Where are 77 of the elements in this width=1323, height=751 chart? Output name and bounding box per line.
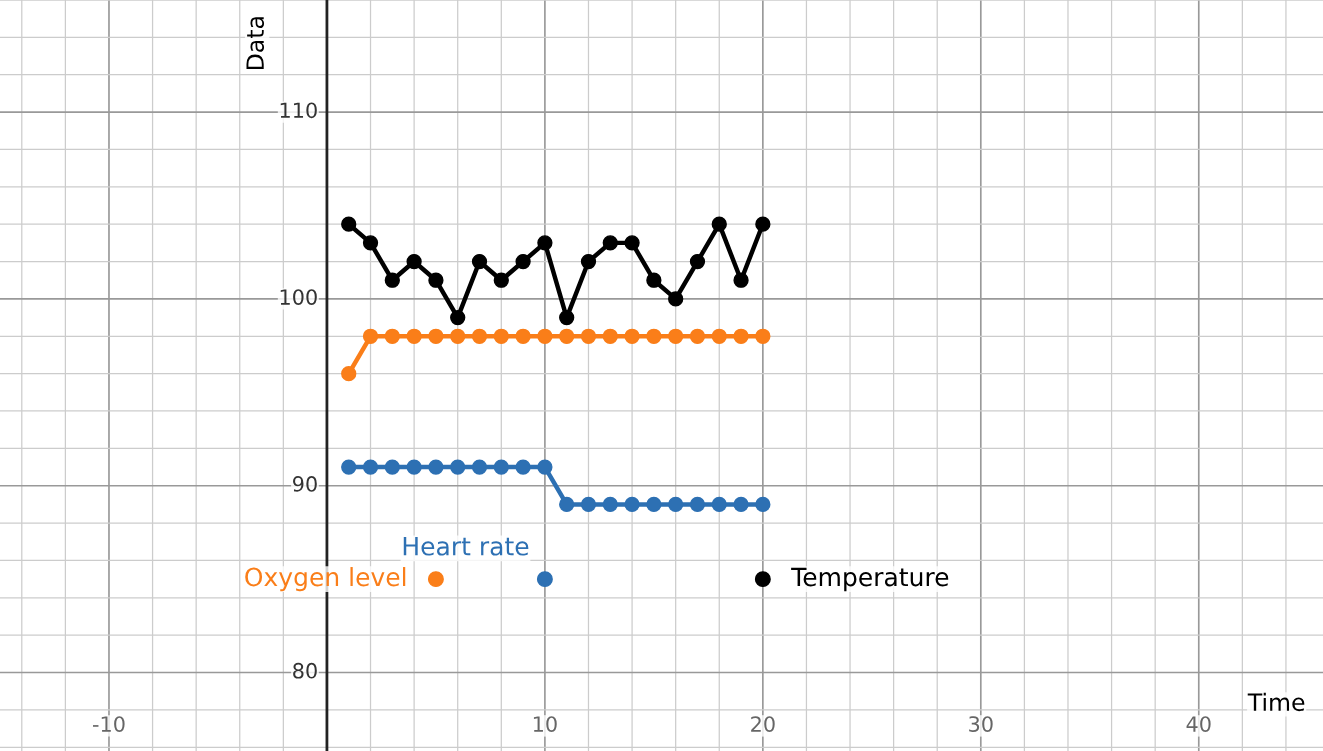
x-tick-label: 10 bbox=[533, 716, 557, 732]
series-label: Heart rate bbox=[403, 537, 529, 556]
point bbox=[362, 328, 379, 344]
point bbox=[733, 496, 749, 513]
point bbox=[406, 253, 422, 270]
point bbox=[755, 216, 771, 232]
point bbox=[493, 272, 509, 288]
point bbox=[384, 328, 400, 344]
point bbox=[646, 272, 662, 288]
y-tick-label: 110 bbox=[280, 102, 317, 119]
point bbox=[624, 235, 640, 251]
point bbox=[450, 459, 466, 475]
x-tick-label: -10 bbox=[92, 716, 125, 732]
point bbox=[711, 496, 727, 513]
point bbox=[362, 235, 379, 251]
point bbox=[427, 571, 444, 588]
point bbox=[471, 253, 488, 270]
point bbox=[668, 291, 684, 307]
point bbox=[471, 459, 488, 475]
y-tick-label: 80 bbox=[293, 662, 317, 679]
point bbox=[406, 328, 422, 344]
point bbox=[755, 328, 771, 344]
point bbox=[689, 253, 706, 270]
point bbox=[602, 235, 618, 251]
point bbox=[733, 328, 749, 344]
point bbox=[668, 328, 684, 344]
point bbox=[537, 328, 553, 344]
x-axis-title: Time bbox=[1247, 692, 1305, 712]
point bbox=[341, 216, 357, 232]
x-tick-label: 40 bbox=[1186, 716, 1211, 732]
point bbox=[537, 459, 553, 475]
point bbox=[559, 328, 575, 344]
point bbox=[668, 496, 684, 513]
point bbox=[493, 459, 509, 475]
point bbox=[754, 571, 771, 588]
point bbox=[733, 272, 749, 288]
point bbox=[450, 309, 466, 326]
point bbox=[515, 328, 531, 344]
point bbox=[536, 571, 553, 588]
point bbox=[384, 459, 400, 475]
point bbox=[624, 328, 640, 344]
point bbox=[559, 496, 575, 513]
point bbox=[493, 328, 509, 344]
y-tick-label: 90 bbox=[293, 476, 317, 492]
point bbox=[537, 235, 553, 251]
point bbox=[602, 496, 618, 513]
point bbox=[711, 328, 727, 344]
point bbox=[384, 272, 400, 288]
point bbox=[646, 496, 662, 513]
point bbox=[515, 253, 531, 270]
point bbox=[580, 253, 597, 270]
point bbox=[624, 496, 640, 513]
x-tick-label: 30 bbox=[969, 716, 993, 732]
point bbox=[450, 328, 466, 344]
point bbox=[341, 459, 357, 475]
point bbox=[689, 496, 706, 513]
point bbox=[602, 328, 618, 344]
point bbox=[646, 328, 662, 344]
y-axis-title: Data bbox=[246, 17, 265, 70]
point bbox=[362, 459, 379, 475]
point bbox=[428, 272, 444, 288]
point bbox=[341, 365, 357, 382]
point bbox=[580, 328, 597, 344]
y-tick-label: 100 bbox=[280, 289, 317, 305]
point bbox=[428, 459, 444, 475]
x-tick-label: 20 bbox=[751, 716, 775, 732]
point bbox=[515, 459, 531, 475]
series-label: Temperature bbox=[791, 567, 949, 592]
point bbox=[689, 328, 706, 344]
point bbox=[580, 496, 597, 513]
point bbox=[559, 309, 575, 326]
point bbox=[406, 459, 422, 475]
series-label: Oxygen level bbox=[245, 567, 406, 592]
point bbox=[755, 496, 771, 513]
point bbox=[471, 328, 488, 344]
point bbox=[428, 328, 444, 344]
point bbox=[711, 216, 727, 232]
